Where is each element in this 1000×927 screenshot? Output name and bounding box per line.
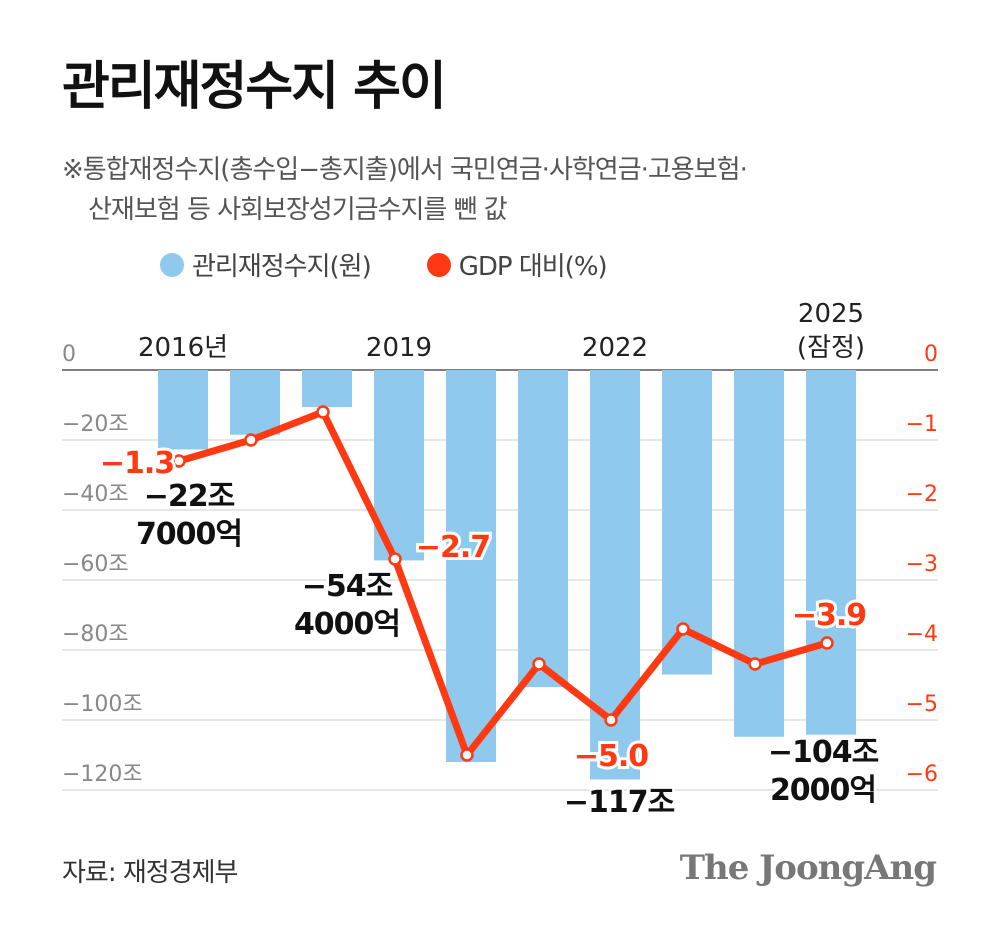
line-data-label: −3.9 bbox=[792, 598, 866, 633]
note-line-2: 산재보험 등 사회보장성기금수지를 뺀 값 bbox=[88, 195, 508, 225]
right-tick-label: −6 bbox=[906, 762, 938, 787]
x-tick-label: 2019 bbox=[366, 333, 432, 363]
bar bbox=[734, 370, 784, 737]
left-tick-label: −100조 bbox=[62, 692, 143, 717]
bar-swatch-icon bbox=[160, 252, 184, 277]
bar bbox=[446, 370, 496, 762]
note-line-1: ※통합재정수지(총수입−총지출)에서 국민연금·사학연금·고용보험· bbox=[62, 155, 748, 185]
right-tick-label: −5 bbox=[906, 692, 938, 717]
right-tick-label: −2 bbox=[906, 482, 938, 507]
bar bbox=[158, 370, 208, 450]
x-tick-label: 2022 bbox=[582, 333, 648, 363]
right-tick-label: −4 bbox=[906, 622, 938, 647]
line-point bbox=[460, 748, 474, 762]
line-swatch-icon bbox=[426, 252, 451, 277]
left-tick-label: −60조 bbox=[62, 552, 129, 577]
bar-data-label: 2000억 bbox=[770, 773, 876, 808]
legend-item-bar: 관리재정수지(원) bbox=[160, 246, 372, 283]
line-data-label: −5.0 bbox=[574, 739, 648, 774]
left-tick-label: −80조 bbox=[62, 622, 129, 647]
legend-label-bar: 관리재정수지(원) bbox=[192, 252, 372, 282]
bar bbox=[806, 370, 856, 735]
line-point bbox=[244, 433, 258, 447]
line-point bbox=[676, 622, 690, 636]
bar bbox=[518, 370, 568, 688]
line-point bbox=[172, 454, 186, 468]
x-tick-sublabel: (잠정) bbox=[797, 333, 865, 363]
brand-logo: The JoongAng bbox=[679, 848, 937, 888]
line-point bbox=[604, 713, 618, 727]
left-tick-label: −40조 bbox=[62, 482, 129, 507]
left-tick-label: −120조 bbox=[62, 762, 143, 787]
line-point bbox=[388, 552, 402, 566]
line-point bbox=[748, 657, 762, 671]
right-tick-label: −1 bbox=[906, 412, 938, 437]
line-point bbox=[532, 657, 546, 671]
legend-label-line: GDP 대비(%) bbox=[458, 252, 608, 282]
legend: 관리재정수지(원) GDP 대비(%) bbox=[160, 246, 663, 283]
legend-item-line: GDP 대비(%) bbox=[426, 246, 608, 283]
source-note: 자료: 재정경제부 bbox=[62, 858, 238, 888]
bar-data-label: 4000억 bbox=[294, 607, 400, 642]
chart-title: 관리재정수지 추이 bbox=[62, 57, 447, 117]
bar-data-label: −54조 bbox=[302, 569, 393, 604]
left-tick-label: 0 bbox=[62, 342, 76, 367]
right-tick-label: 0 bbox=[924, 342, 938, 367]
bar bbox=[230, 370, 280, 435]
chart-note: ※통합재정수지(총수입−총지출)에서 국민연금·사학연금·고용보험· 산재보험 … bbox=[62, 150, 748, 230]
line-point bbox=[316, 405, 330, 419]
x-tick-label: 2016년 bbox=[138, 333, 228, 363]
line-point bbox=[820, 636, 834, 650]
line-data-label: −2.7 bbox=[416, 530, 490, 565]
right-tick-label: −3 bbox=[906, 552, 938, 577]
bar bbox=[302, 370, 352, 408]
x-tick-label: 2025 bbox=[798, 299, 864, 329]
line-data-label: −1.3 bbox=[100, 446, 174, 481]
bar-data-label: −104조 bbox=[768, 735, 879, 770]
left-tick-label: −20조 bbox=[62, 412, 129, 437]
bar-data-label: −117조 bbox=[564, 785, 675, 820]
bar-data-label: −22조 bbox=[144, 479, 235, 514]
bar-data-label: 7000억 bbox=[136, 517, 242, 552]
gdp-ratio-line bbox=[175, 408, 831, 759]
